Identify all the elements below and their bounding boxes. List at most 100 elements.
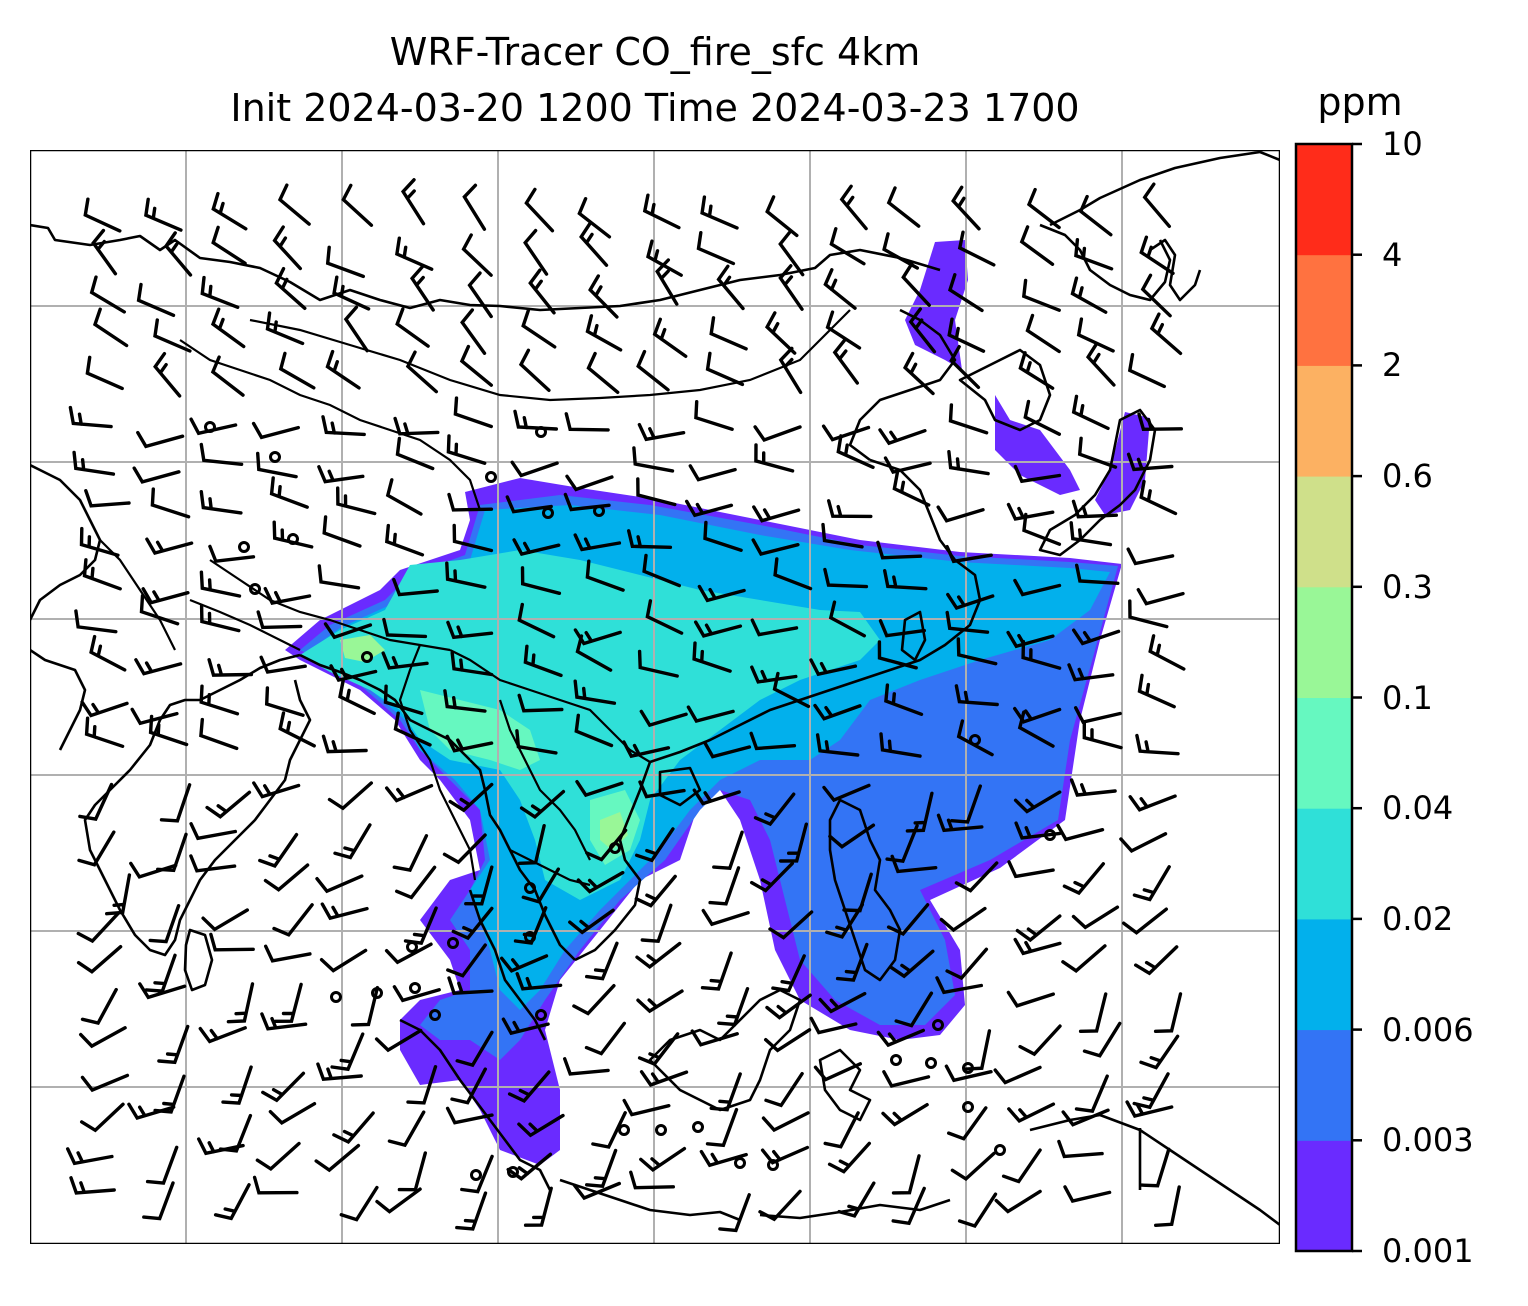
wind-barb (954, 861, 999, 893)
wind-barb (211, 225, 247, 265)
calm-wind-marker (962, 1101, 974, 1113)
wind-barb (1119, 832, 1168, 854)
coast-java (559, 1178, 741, 1222)
wind-barb (264, 944, 312, 963)
wind-barb (699, 1149, 748, 1168)
wind-barb (383, 684, 424, 716)
coast-japan-honshu (1038, 408, 1157, 557)
wind-barb (148, 904, 181, 944)
wind-barb (375, 1187, 422, 1214)
wind-barb (993, 1065, 1042, 1085)
wind-barb (750, 665, 798, 684)
wind-barb (813, 703, 862, 721)
calm-wind-marker (535, 1009, 547, 1021)
colorbar-tick-label: 0.003 (1382, 1121, 1474, 1160)
wind-barb (325, 349, 361, 390)
wind-barb (588, 274, 619, 319)
wind-barb (265, 311, 305, 346)
wind-barb (450, 1067, 487, 1105)
calm-wind-marker (429, 1009, 441, 1021)
wind-barb (260, 1012, 308, 1031)
wind-barb (591, 1111, 627, 1149)
wind-barb (205, 790, 252, 819)
wind-barb (890, 854, 938, 874)
wind-barb (78, 782, 114, 821)
wind-barb (646, 239, 683, 277)
wind-barb (627, 529, 673, 549)
border-china-west (179, 339, 482, 511)
wind-barb (464, 865, 494, 906)
wind-barb (443, 689, 487, 713)
colorbar-tick-label: 10 (1382, 125, 1423, 163)
wind-barb (894, 991, 934, 1028)
wind-barb (1070, 276, 1108, 314)
wind-barb (700, 951, 733, 991)
calm-wind-marker (962, 1062, 974, 1074)
wind-barb (323, 622, 373, 640)
wind-barb (321, 415, 366, 437)
wind-barb (141, 587, 190, 605)
wind-barb (716, 264, 745, 311)
wind-barb (76, 945, 123, 974)
wind-barb (585, 314, 623, 352)
plume-0.04 (420, 690, 540, 770)
wind-barb (949, 345, 981, 389)
wind-barb (750, 618, 799, 637)
wind-barb (82, 558, 122, 591)
wind-barb (134, 658, 183, 676)
wind-barb (189, 854, 237, 873)
wind-barb (832, 338, 859, 385)
wind-barb (518, 348, 551, 392)
wind-barb (317, 564, 361, 590)
colorbar-segment (1296, 586, 1352, 698)
wind-barb (384, 942, 433, 965)
wind-barb (77, 830, 116, 867)
wind-barb (451, 906, 494, 941)
wind-barb (315, 874, 364, 894)
wind-barb (778, 229, 805, 277)
wind-barb (515, 729, 558, 755)
coast-korea (958, 348, 1052, 432)
wind-barb (79, 526, 120, 557)
wind-barb (445, 734, 494, 753)
wind-barb (1071, 905, 1120, 930)
wind-barb (705, 1107, 739, 1148)
wind-barb (950, 784, 982, 824)
wind-barb (948, 403, 989, 435)
calm-wind-marker (330, 991, 342, 1003)
wind-barb (586, 351, 620, 394)
wind-barb (199, 717, 239, 751)
wind-barb (445, 1106, 494, 1125)
wind-barb (945, 947, 989, 981)
wind-barb (519, 789, 566, 820)
wind-barb (447, 492, 494, 512)
wind-barb (753, 792, 796, 827)
wind-barb (341, 183, 374, 227)
wind-barb (947, 450, 990, 476)
wind-barb (572, 984, 616, 1016)
wind-barb (139, 594, 180, 626)
colorbar-segment (1296, 254, 1352, 366)
wind-barb (207, 658, 254, 677)
wind-barb (72, 450, 116, 476)
wind-barb (765, 195, 799, 238)
colorbar-tick-label: 0.6 (1382, 457, 1433, 496)
wind-barb (956, 719, 994, 757)
coast-pakistan (30, 648, 87, 751)
wind-barb (263, 587, 312, 606)
wind-barb (585, 1148, 618, 1189)
wind-barb (153, 352, 182, 398)
wind-barb (818, 991, 867, 1014)
wind-barb (68, 405, 113, 429)
wind-barb (827, 499, 873, 519)
wind-barb (517, 693, 564, 713)
wind-barb (1128, 599, 1169, 629)
wind-barb (132, 466, 181, 484)
wind-barb (1021, 278, 1061, 312)
wind-barb (1132, 865, 1171, 902)
wind-barb (637, 1032, 680, 1067)
wind-barb (1077, 436, 1118, 469)
wind-barb (83, 197, 122, 233)
wind-barb (692, 788, 741, 806)
wind-barb (947, 1106, 988, 1141)
